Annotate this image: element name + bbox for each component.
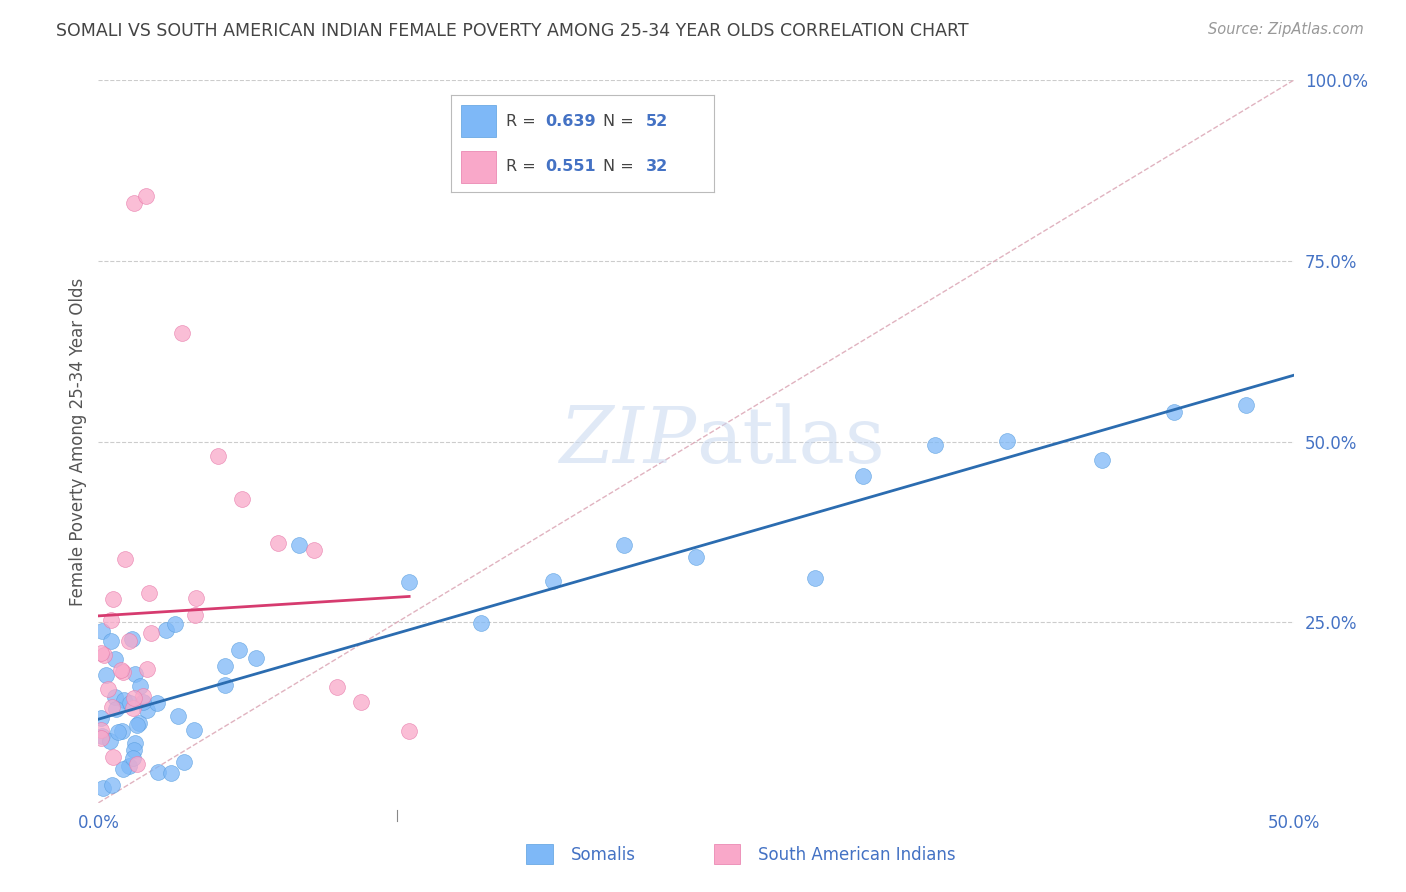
- Point: [124, 667, 146, 681]
- Point: [124, 736, 146, 750]
- Point: [302, 542, 325, 557]
- Point: [101, 778, 124, 792]
- Point: [121, 700, 143, 714]
- Point: [995, 434, 1018, 448]
- Point: [121, 750, 143, 764]
- Point: [228, 642, 250, 657]
- Point: [103, 592, 125, 607]
- Point: [267, 535, 290, 549]
- Point: [118, 633, 141, 648]
- Point: [120, 696, 142, 710]
- Point: [804, 571, 827, 585]
- Point: [207, 449, 229, 463]
- Point: [127, 718, 149, 732]
- Point: [112, 665, 135, 679]
- Text: SOMALI VS SOUTH AMERICAN INDIAN FEMALE POVERTY AMONG 25-34 YEAR OLDS CORRELATION: SOMALI VS SOUTH AMERICAN INDIAN FEMALE P…: [56, 22, 969, 40]
- Point: [91, 781, 114, 796]
- Point: [90, 711, 112, 725]
- Point: [1091, 453, 1114, 467]
- Point: [132, 694, 155, 708]
- Point: [104, 690, 127, 704]
- Point: [129, 679, 152, 693]
- Point: [101, 700, 124, 714]
- Point: [613, 538, 636, 552]
- Point: [183, 608, 205, 623]
- Point: [118, 759, 141, 773]
- Point: [145, 696, 167, 710]
- Point: [398, 575, 420, 590]
- Point: [541, 574, 564, 589]
- Point: [470, 615, 492, 630]
- Point: [112, 693, 135, 707]
- Point: [148, 765, 170, 780]
- Point: [288, 538, 311, 552]
- Point: [90, 723, 112, 737]
- Point: [183, 723, 205, 737]
- Point: [350, 695, 373, 709]
- Point: [685, 549, 707, 564]
- Point: [101, 750, 124, 764]
- Point: [167, 709, 190, 723]
- Point: [97, 681, 120, 696]
- Point: [93, 648, 115, 662]
- Bar: [526, 844, 553, 864]
- Point: [245, 651, 267, 665]
- Point: [100, 633, 122, 648]
- Point: [128, 715, 150, 730]
- Text: Source: ZipAtlas.com: Source: ZipAtlas.com: [1208, 22, 1364, 37]
- Point: [121, 632, 143, 646]
- Point: [165, 616, 187, 631]
- Point: [100, 733, 122, 747]
- Bar: [714, 844, 740, 864]
- Point: [214, 677, 236, 691]
- Point: [132, 689, 155, 703]
- Text: Somalis: Somalis: [571, 846, 636, 863]
- Point: [91, 729, 114, 743]
- Point: [1234, 398, 1257, 412]
- Point: [138, 585, 160, 599]
- Point: [160, 766, 183, 780]
- Point: [124, 196, 146, 211]
- Point: [111, 762, 134, 776]
- Point: [94, 667, 117, 681]
- Point: [326, 680, 349, 694]
- Text: South American Indians: South American Indians: [758, 846, 956, 863]
- Point: [214, 659, 236, 673]
- Point: [114, 551, 136, 566]
- Point: [398, 723, 420, 738]
- Point: [173, 755, 195, 769]
- Point: [155, 624, 177, 638]
- Text: atlas: atlas: [696, 404, 884, 479]
- Point: [90, 731, 112, 745]
- Point: [135, 703, 157, 717]
- Point: [184, 591, 207, 605]
- Point: [172, 326, 194, 340]
- Point: [90, 647, 112, 661]
- Point: [122, 743, 145, 757]
- Point: [924, 438, 946, 452]
- Point: [91, 624, 114, 639]
- Point: [111, 723, 134, 738]
- Point: [135, 189, 157, 203]
- Point: [141, 625, 163, 640]
- Point: [110, 663, 132, 677]
- Point: [100, 613, 122, 627]
- Point: [136, 662, 159, 676]
- Text: ZIP: ZIP: [558, 403, 696, 480]
- Point: [122, 691, 145, 706]
- Point: [852, 468, 875, 483]
- Point: [104, 652, 127, 666]
- Point: [105, 702, 128, 716]
- Point: [1163, 405, 1185, 419]
- Point: [125, 757, 148, 772]
- Y-axis label: Female Poverty Among 25-34 Year Olds: Female Poverty Among 25-34 Year Olds: [69, 277, 87, 606]
- Point: [107, 725, 129, 739]
- Point: [231, 492, 253, 507]
